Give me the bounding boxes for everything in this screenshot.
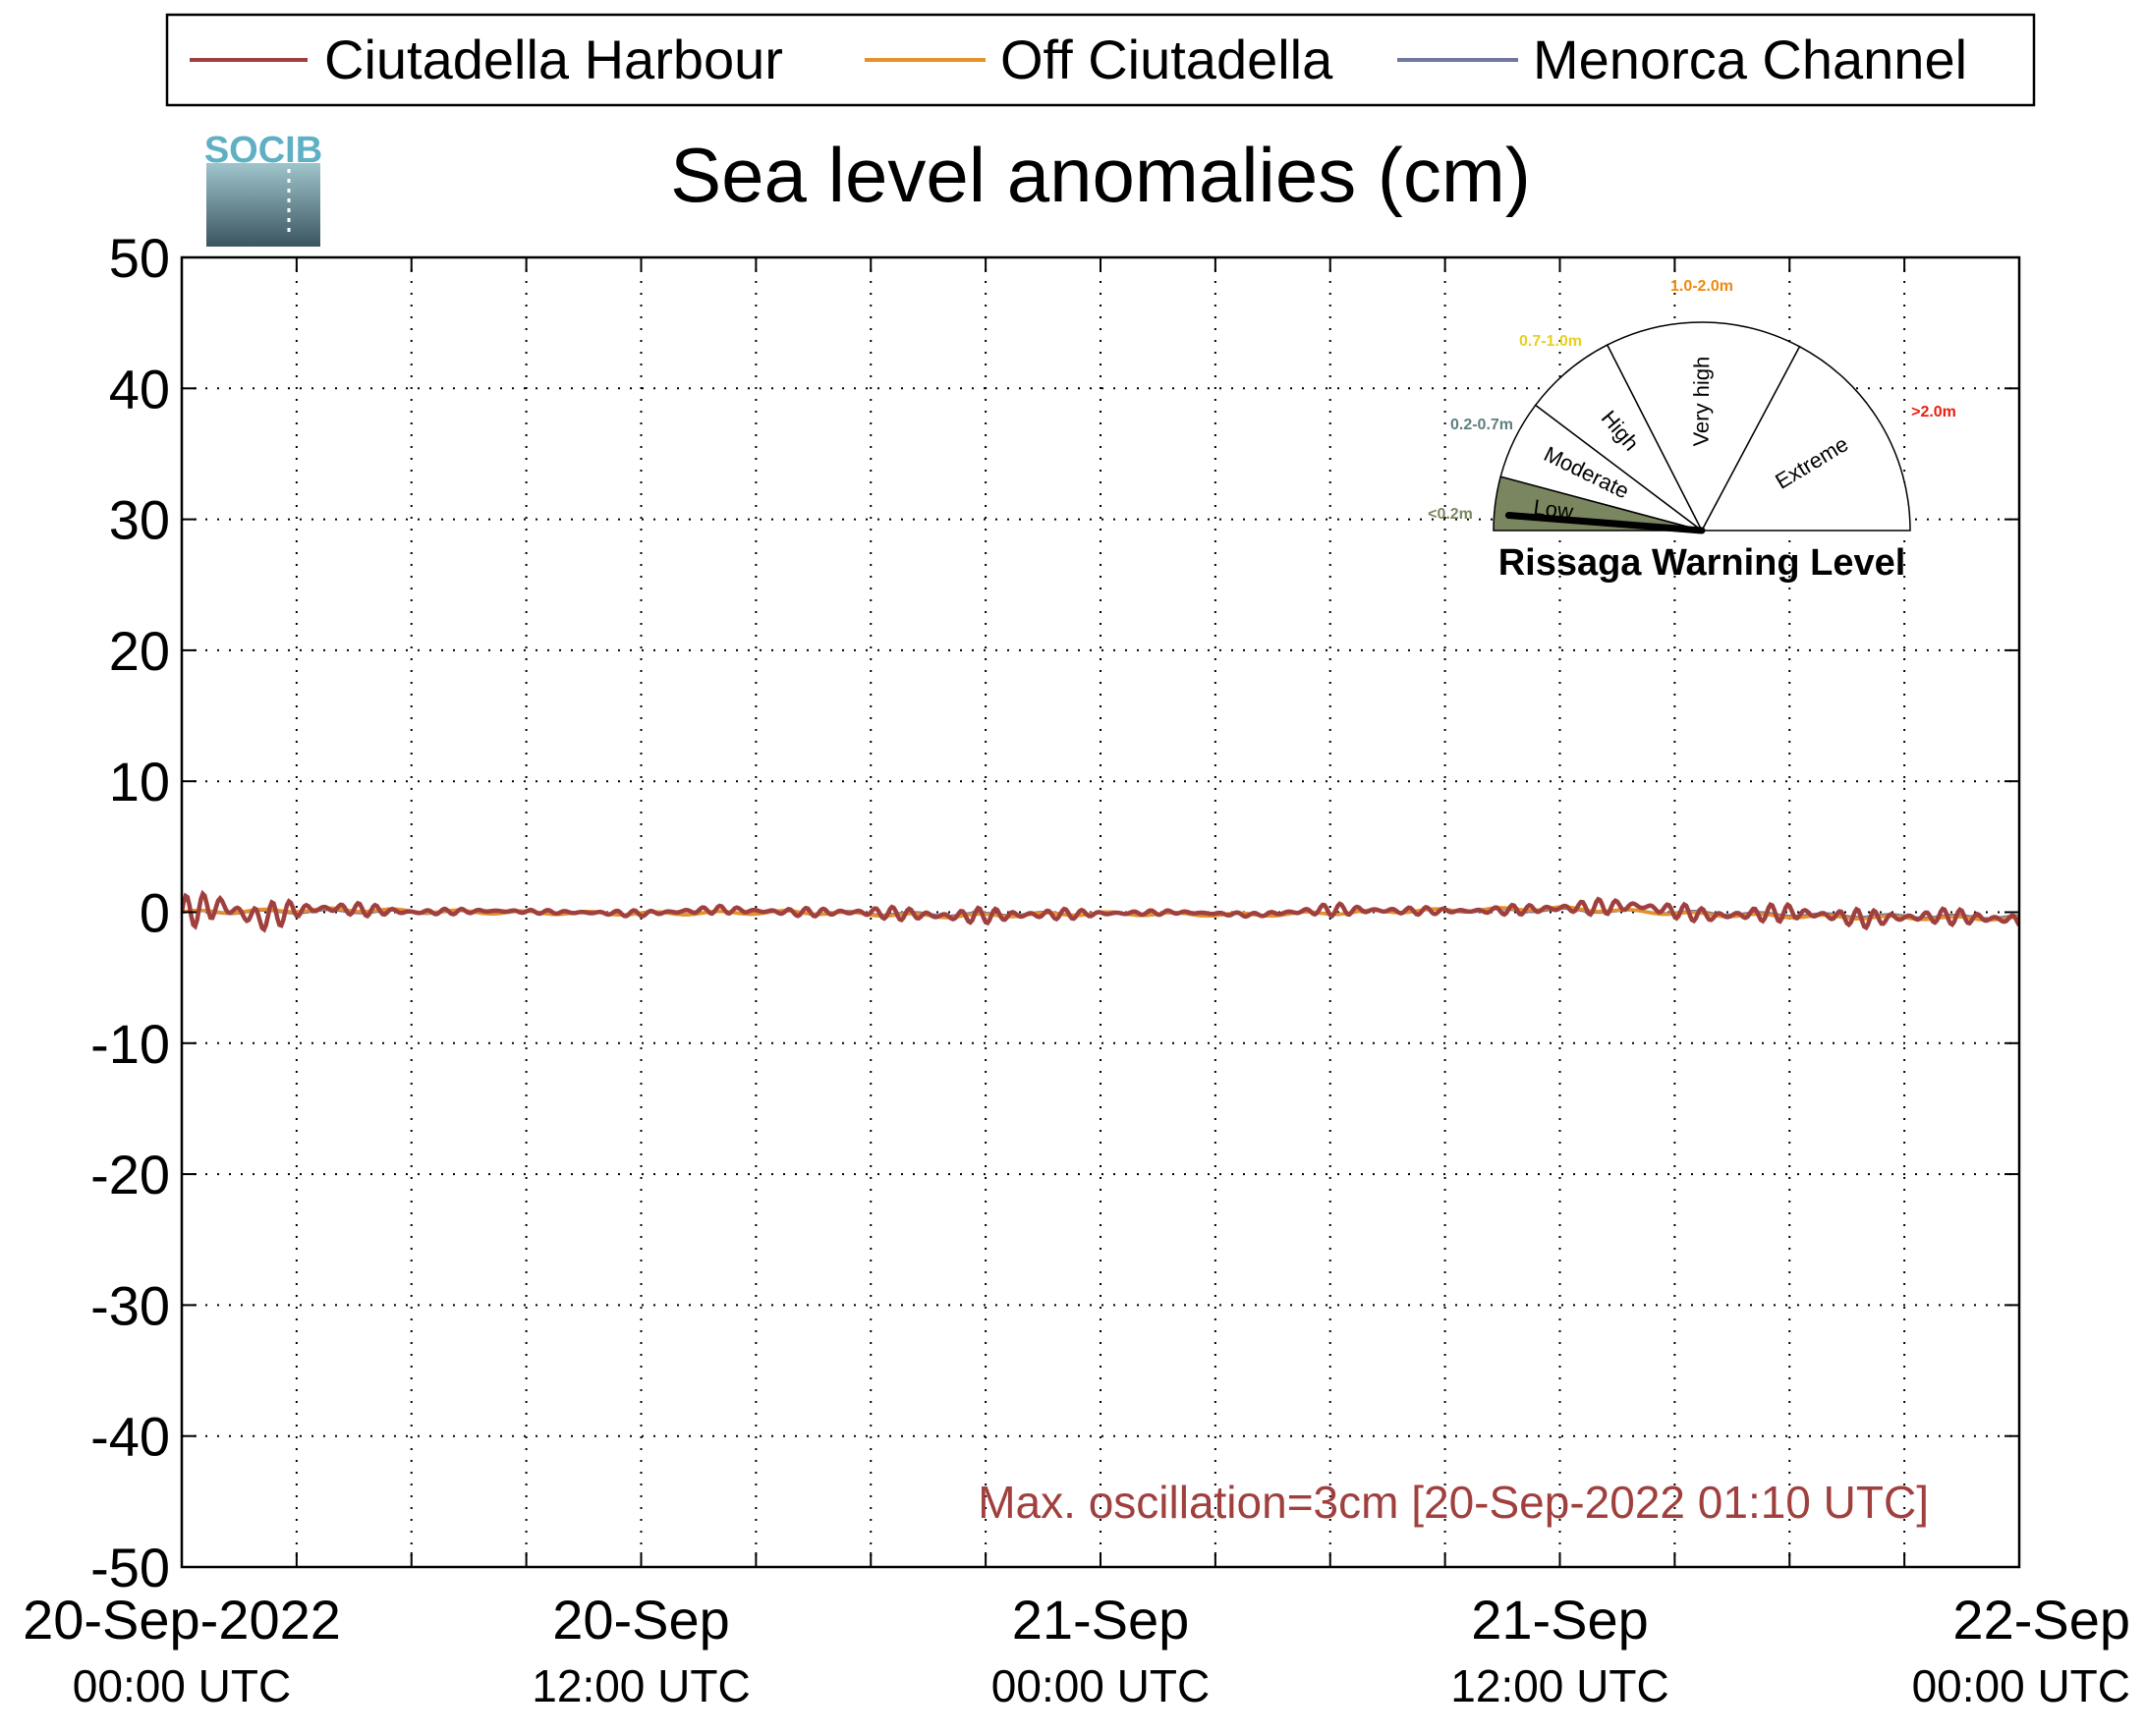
chart-title: Sea level anomalies (cm) bbox=[670, 132, 1531, 218]
x-tick-label-date: 22-Sep bbox=[1952, 1589, 2130, 1651]
legend: Ciutadella Harbour Off Ciutadella Menorc… bbox=[165, 13, 2036, 107]
gauge-title: Rissaga Warning Level bbox=[1498, 542, 1906, 584]
series-layer bbox=[182, 889, 2019, 933]
x-tick-label-time: 00:00 UTC bbox=[73, 1660, 291, 1711]
gauge-range-label: 1.0-2.0m bbox=[1670, 278, 1733, 295]
x-tick-label-date: 21-Sep bbox=[1012, 1589, 1190, 1651]
gauge-sector-extreme bbox=[1700, 345, 1911, 532]
gauge-range-label: <0.2m bbox=[1428, 506, 1473, 523]
x-axis-tick-labels: 20-Sep-2022 00:00 UTC 20-Sep 12:00 UTC 21-Se… bbox=[23, 1589, 2130, 1711]
x-tick-label-time: 12:00 UTC bbox=[532, 1660, 750, 1711]
y-tick-label: 40 bbox=[109, 358, 170, 420]
x-tick-label-date: 20-Sep-2022 bbox=[23, 1589, 341, 1651]
y-tick-label: 50 bbox=[109, 227, 170, 289]
y-axis-tick-labels: 50 40 30 20 10 0 -10 -20 -30 -40 -50 bbox=[90, 227, 170, 1598]
gauge-needle bbox=[1504, 512, 1706, 534]
legend-label-off-ciutadella: Off Ciutadella bbox=[1000, 28, 1333, 90]
legend-label-menorca-channel: Menorca Channel bbox=[1533, 28, 1967, 90]
gauge-sector-label: Very high bbox=[1689, 357, 1715, 447]
legend-label-ciutadella-harbour: Ciutadella Harbour bbox=[324, 28, 783, 90]
socib-logo: SOCIB bbox=[204, 130, 322, 247]
x-tick-label-date: 21-Sep bbox=[1471, 1589, 1649, 1651]
y-tick-label: 30 bbox=[109, 489, 170, 551]
y-tick-label: 10 bbox=[109, 751, 170, 812]
y-tick-label: -30 bbox=[90, 1274, 170, 1336]
y-tick-label: 0 bbox=[140, 882, 170, 944]
gauge-range-label: 0.7-1.0m bbox=[1519, 333, 1582, 350]
gauge-sector-very-high bbox=[1606, 321, 1801, 532]
gauge-range-label: 0.2-0.7m bbox=[1450, 417, 1513, 433]
max-oscillation-annotation: Max. oscillation=3cm [20-Sep-2022 01:10 … bbox=[978, 1477, 1929, 1528]
x-tick-label-time: 00:00 UTC bbox=[991, 1660, 1210, 1711]
axis-ticks bbox=[182, 256, 2019, 1568]
y-tick-label: -40 bbox=[90, 1406, 170, 1468]
x-tick-label-date: 20-Sep bbox=[552, 1589, 730, 1651]
series-line-ciutadella-harbour bbox=[182, 889, 2019, 933]
logo-text: SOCIB bbox=[204, 130, 322, 171]
y-tick-label: -50 bbox=[90, 1537, 170, 1598]
y-tick-label: -20 bbox=[90, 1144, 170, 1205]
x-tick-label-time: 00:00 UTC bbox=[1912, 1660, 2130, 1711]
gauge-range-label: >2.0m bbox=[1911, 404, 1956, 420]
y-tick-label: 20 bbox=[109, 620, 170, 682]
y-tick-label: -10 bbox=[90, 1013, 170, 1075]
x-tick-label-time: 12:00 UTC bbox=[1450, 1660, 1668, 1711]
